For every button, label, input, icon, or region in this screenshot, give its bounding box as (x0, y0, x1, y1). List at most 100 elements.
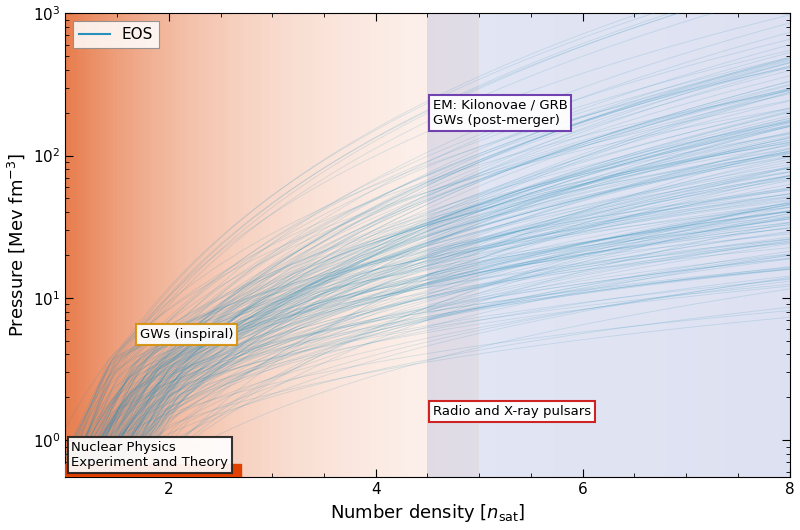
Bar (200, 13, 202, 477)
Bar (311, 13, 314, 477)
Bar (540, 13, 542, 477)
Bar (616, 13, 618, 477)
Bar (251, 13, 254, 477)
Bar (757, 13, 759, 477)
Bar (256, 13, 258, 477)
Bar (96, 13, 98, 477)
Bar (461, 13, 462, 477)
Bar (386, 13, 388, 477)
Bar (158, 13, 161, 477)
Bar (449, 13, 451, 477)
Bar (469, 13, 471, 477)
Bar (303, 13, 306, 477)
Bar (619, 13, 622, 477)
Bar (648, 13, 650, 477)
Bar (212, 13, 214, 477)
Bar (295, 13, 297, 477)
Bar (652, 13, 654, 477)
Bar (434, 13, 437, 477)
Bar (520, 13, 522, 477)
Bar (467, 13, 469, 477)
Bar (583, 13, 585, 477)
Bar (598, 13, 599, 477)
Bar (126, 13, 127, 477)
Bar (274, 13, 276, 477)
Bar (392, 13, 394, 477)
Bar (715, 13, 717, 477)
Bar (291, 13, 293, 477)
Bar (464, 13, 466, 477)
Bar (401, 13, 402, 477)
Bar (636, 13, 638, 477)
Bar (67, 13, 70, 477)
Bar (226, 13, 229, 477)
Bar (658, 13, 659, 477)
Bar (374, 13, 376, 477)
Bar (560, 13, 562, 477)
Bar (614, 13, 616, 477)
Bar (502, 13, 503, 477)
Bar (351, 13, 353, 477)
Bar (388, 13, 390, 477)
Bar (266, 13, 268, 477)
Bar (473, 13, 474, 477)
Bar (477, 13, 479, 477)
Bar (771, 13, 774, 477)
Bar (268, 13, 270, 477)
Bar (326, 13, 328, 477)
Bar (475, 13, 477, 477)
Bar (94, 13, 96, 477)
Bar (632, 13, 634, 477)
Bar (332, 13, 334, 477)
Bar (516, 13, 518, 477)
Bar (260, 13, 262, 477)
Bar (706, 13, 708, 477)
Bar (778, 13, 781, 477)
Bar (482, 13, 483, 477)
Bar (289, 13, 291, 477)
Bar (732, 13, 734, 477)
Bar (665, 13, 666, 477)
Bar (90, 13, 92, 477)
Bar (590, 13, 592, 477)
Bar (510, 13, 513, 477)
Bar (567, 13, 569, 477)
Bar (734, 13, 735, 477)
Bar (131, 13, 134, 477)
Bar (629, 13, 630, 477)
Bar (602, 13, 603, 477)
Bar (565, 13, 567, 477)
Bar (397, 13, 398, 477)
Bar (663, 13, 665, 477)
Bar (543, 13, 545, 477)
Bar (599, 13, 602, 477)
Bar (702, 13, 705, 477)
Bar (438, 13, 440, 477)
Bar (471, 13, 473, 477)
Bar (229, 13, 231, 477)
Bar (119, 13, 121, 477)
Bar (146, 13, 148, 477)
Bar (526, 13, 527, 477)
Bar (453, 13, 454, 477)
Bar (243, 13, 246, 477)
Bar (708, 13, 710, 477)
Bar (190, 13, 191, 477)
Bar (486, 13, 487, 477)
Bar (458, 13, 460, 477)
Bar (423, 13, 426, 477)
Bar (638, 13, 639, 477)
Bar (346, 13, 349, 477)
Bar (698, 13, 699, 477)
Bar (371, 13, 374, 477)
Y-axis label: Pressure [Mev fm$^{-3}$]: Pressure [Mev fm$^{-3}$] (6, 153, 27, 338)
Bar (549, 13, 550, 477)
Bar (726, 13, 728, 477)
Bar (529, 13, 530, 477)
Bar (594, 13, 596, 477)
Bar (276, 13, 278, 477)
Text: EM: Kilonovae / GRB
GWs (post-merger): EM: Kilonovae / GRB GWs (post-merger) (433, 99, 567, 127)
Bar (670, 13, 672, 477)
Bar (218, 13, 221, 477)
Bar (553, 13, 554, 477)
